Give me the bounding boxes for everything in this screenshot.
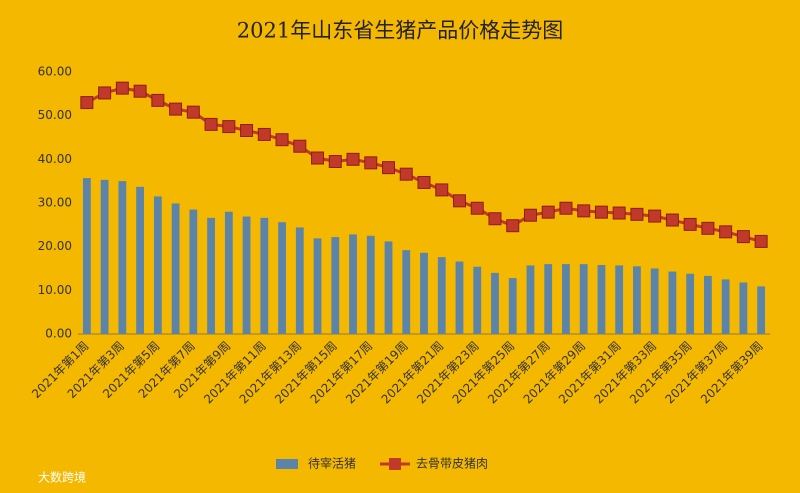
bar	[171, 203, 180, 334]
bar	[579, 264, 588, 334]
marker	[222, 120, 236, 134]
marker	[346, 152, 360, 166]
marker	[541, 205, 555, 219]
bar	[668, 271, 677, 334]
bar	[650, 268, 659, 334]
bar	[526, 265, 535, 334]
marker	[382, 161, 396, 175]
bar	[437, 257, 446, 334]
legend-label: 去骨带皮猪肉	[416, 457, 488, 471]
bar	[686, 273, 695, 334]
marker	[435, 183, 449, 197]
legend-swatch	[389, 458, 402, 470]
bar	[224, 211, 233, 334]
y-tick-label: 30.00	[38, 196, 72, 210]
y-tick-label: 20.00	[38, 239, 72, 253]
bar	[491, 272, 499, 334]
bar	[349, 234, 357, 334]
y-tick-label: 0.00	[45, 327, 72, 341]
marker	[701, 221, 715, 235]
y-tick-label: 40.00	[38, 152, 72, 166]
marker	[648, 209, 662, 223]
marker	[169, 102, 183, 116]
y-tick-label: 50.00	[38, 108, 72, 122]
bar	[100, 179, 109, 334]
bar	[739, 282, 748, 334]
marker	[736, 230, 750, 244]
marker	[151, 93, 165, 107]
marker	[523, 208, 537, 222]
bar	[703, 275, 712, 334]
bar	[562, 264, 570, 334]
marker	[328, 155, 342, 169]
marker	[683, 217, 697, 231]
marker	[470, 201, 484, 215]
y-tick-label: 10.00	[38, 283, 72, 297]
marker	[594, 205, 608, 219]
bar	[366, 235, 375, 334]
bar	[189, 209, 198, 334]
marker	[665, 213, 679, 227]
marker	[399, 167, 413, 181]
bar	[278, 222, 286, 334]
bar	[473, 266, 482, 334]
marker	[80, 96, 94, 110]
y-tick-label: 60.00	[38, 65, 72, 79]
marker	[257, 127, 271, 141]
bar	[242, 216, 251, 334]
marker	[115, 81, 129, 95]
bar	[207, 217, 215, 334]
marker	[488, 212, 502, 226]
bar	[153, 196, 162, 334]
bar	[597, 265, 606, 334]
marker	[240, 124, 254, 138]
bar	[721, 279, 730, 334]
marker	[417, 175, 431, 189]
chart-title: 2021年山东省生猪产品价格走势图	[237, 19, 563, 43]
marker	[311, 151, 325, 165]
bar	[508, 278, 517, 334]
legend-swatch	[276, 459, 298, 469]
marker	[364, 156, 378, 170]
marker	[630, 207, 644, 221]
marker	[754, 234, 768, 248]
marker	[186, 105, 200, 119]
marker	[293, 139, 307, 153]
bar	[633, 266, 641, 334]
bar	[295, 227, 304, 334]
marker	[275, 133, 289, 147]
bar	[136, 186, 145, 334]
bar	[455, 261, 464, 334]
bar	[757, 286, 766, 334]
bar	[82, 178, 91, 334]
marker	[577, 204, 591, 218]
bar	[313, 238, 322, 334]
legend-label: 待宰活猪	[308, 456, 356, 471]
bar	[420, 252, 428, 334]
marker	[98, 86, 112, 100]
bar	[544, 264, 553, 334]
bar	[118, 181, 127, 334]
bar	[402, 250, 411, 334]
watermark: 大数跨境	[38, 470, 86, 485]
bar	[615, 265, 624, 334]
marker	[559, 201, 573, 215]
bar	[331, 237, 340, 334]
bar	[260, 217, 269, 334]
marker	[612, 206, 626, 220]
marker	[133, 84, 147, 98]
marker	[452, 194, 466, 208]
marker	[204, 117, 218, 131]
bar	[384, 241, 393, 334]
marker	[506, 219, 520, 233]
marker	[719, 225, 733, 239]
